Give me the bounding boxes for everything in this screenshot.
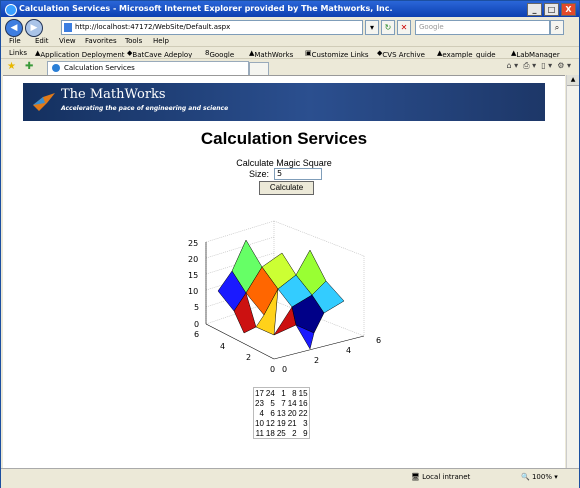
ie-page-icon — [52, 64, 60, 72]
menu-favorites[interactable]: Favorites — [85, 37, 117, 45]
toolbar-icons[interactable]: ⌂ ▾ ⎙ ▾ ▯ ▾ ⚙ ▾ — [506, 61, 571, 70]
address-text: http://localhost:47172/WebSite/Default.a… — [75, 23, 231, 31]
page-icon — [64, 23, 72, 32]
x-tick-6: 6 — [376, 336, 381, 345]
size-label: Size: — [249, 169, 270, 179]
mathworks-logo-icon — [33, 93, 55, 111]
y-tick-6: 6 — [194, 330, 199, 339]
close-button[interactable]: X — [561, 3, 576, 16]
refresh-icon[interactable]: ↻ — [381, 20, 395, 35]
menu-help[interactable]: Help — [153, 37, 169, 45]
address-dropdown-button[interactable]: ▾ — [365, 20, 379, 35]
scroll-up-icon[interactable]: ▲ — [567, 75, 579, 86]
z-tick-25: 25 — [188, 239, 198, 248]
z-tick-20: 20 — [188, 255, 198, 264]
tab-title: Calculation Services — [64, 64, 135, 72]
mathworks-banner: The MathWorks Accelerating the pace of e… — [23, 83, 545, 121]
title-bar: Calculation Services - Microsoft Interne… — [1, 1, 579, 17]
links-bar: Links ▲ Application Deployment ◆ BatCave… — [1, 46, 579, 59]
z-tick-5: 5 — [194, 303, 199, 312]
z-tick-10: 10 — [188, 287, 198, 296]
link-batcave-adeploy[interactable]: ◆ BatCave Adeploy — [127, 49, 193, 59]
link-labmanager[interactable]: ▲ LabManager — [511, 49, 560, 59]
table-row: 17 24 1 8 15 — [255, 388, 308, 398]
page-content: The MathWorks Accelerating the pace of e… — [3, 75, 565, 469]
zoom-level[interactable]: 🔍 100% ▾ — [521, 473, 558, 481]
search-input[interactable]: Google — [415, 20, 550, 35]
navigation-bar: ◀ ▶ http://localhost:47172/WebSite/Defau… — [1, 18, 579, 37]
y-tick-2: 2 — [246, 353, 251, 362]
links-label: Links — [9, 49, 27, 57]
company-tagline: Accelerating the pace of engineering and… — [61, 105, 229, 112]
menu-edit[interactable]: Edit — [35, 37, 49, 45]
link-example-guide[interactable]: ▲ example_guide — [437, 49, 496, 59]
window-title: Calculation Services - Microsoft Interne… — [19, 4, 393, 13]
surface-plot: 25 20 15 10 5 0 6 4 2 0 0 2 4 6 — [174, 203, 396, 377]
page-subtitle: Calculate Magic Square — [236, 158, 332, 168]
menu-tools[interactable]: Tools — [125, 37, 143, 45]
magic-square-table: 17 24 1 8 15 23 5 7 14 16 4 6 13 20 22 10 12 19 21 3 11 1… — [253, 387, 310, 439]
vertical-scrollbar[interactable]: ▲ — [566, 75, 579, 468]
forward-button[interactable]: ▶ — [25, 19, 43, 37]
status-bar: 🖥 Local intranet 🔍 100% ▾ — [1, 468, 579, 488]
minimize-button[interactable]: _ — [527, 3, 542, 16]
favorites-star-icon[interactable]: ★ — [7, 61, 16, 72]
link-cvs-archive[interactable]: ◆ CVS Archive — [377, 49, 425, 59]
z-tick-0: 0 — [194, 320, 199, 329]
table-row: 10 12 19 21 3 — [255, 418, 308, 428]
page-title: Calculation Services — [200, 129, 368, 148]
link-application-deployment[interactable]: ▲ Application Deployment — [35, 49, 125, 59]
tab-bar: ★ ✚ Calculation Services ⌂ ▾ ⎙ ▾ ▯ ▾ ⚙ ▾ — [1, 58, 579, 77]
tab-calculation-services[interactable]: Calculation Services — [47, 61, 249, 75]
search-icon[interactable]: ⌕ — [550, 20, 564, 35]
maximize-button[interactable]: □ — [544, 3, 559, 16]
y-tick-4: 4 — [220, 342, 225, 351]
y-tick-0: 0 — [270, 365, 275, 374]
company-name: The MathWorks — [61, 87, 166, 102]
link-customize-links[interactable]: ▣ Customize Links — [305, 49, 369, 59]
security-zone[interactable]: 🖥 Local intranet — [411, 473, 471, 481]
link-google[interactable]: 8 Google — [205, 49, 235, 59]
link-mathworks[interactable]: ▲ MathWorks — [249, 49, 294, 59]
table-row: 23 5 7 14 16 — [255, 398, 308, 408]
x-tick-4: 4 — [346, 346, 351, 355]
back-button[interactable]: ◀ — [5, 19, 23, 37]
table-row: 4 6 13 20 22 — [259, 408, 308, 418]
menu-bar: File Edit View Favorites Tools Help — [1, 36, 579, 46]
x-tick-0: 0 — [282, 365, 287, 374]
x-tick-2: 2 — [314, 356, 319, 365]
address-bar[interactable]: http://localhost:47172/WebSite/Default.a… — [61, 20, 363, 35]
menu-view[interactable]: View — [59, 37, 76, 45]
ie-logo-icon — [5, 4, 17, 16]
table-row: 11 18 25 2 9 — [255, 428, 308, 438]
size-input[interactable]: 5 — [274, 168, 322, 180]
stop-icon[interactable]: ✕ — [397, 20, 411, 35]
z-tick-15: 15 — [188, 271, 198, 280]
menu-file[interactable]: File — [9, 37, 21, 45]
add-favorites-icon[interactable]: ✚ — [25, 61, 34, 72]
calculate-button[interactable]: Calculate — [259, 181, 314, 195]
